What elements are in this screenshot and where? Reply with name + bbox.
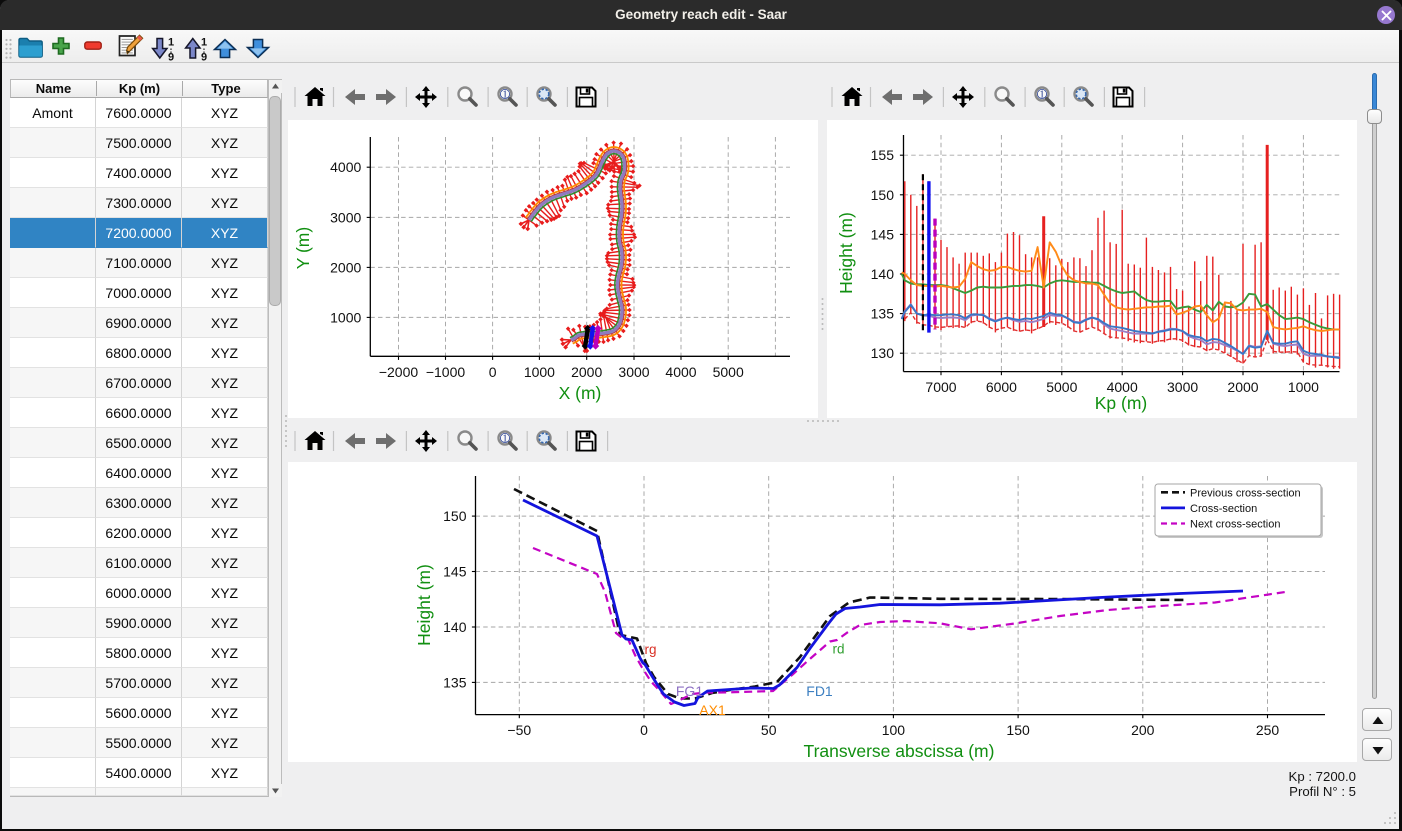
- svg-text:−1000: −1000: [426, 364, 466, 380]
- svg-text:1000: 1000: [1288, 379, 1319, 395]
- svg-text:3000: 3000: [1167, 379, 1198, 395]
- svg-text:200: 200: [1131, 722, 1155, 738]
- svg-text:FG1: FG1: [676, 683, 703, 699]
- svg-text:5000: 5000: [713, 364, 744, 380]
- svg-text:9: 9: [168, 52, 174, 64]
- svg-text:140: 140: [443, 619, 467, 635]
- svg-text:Transverse abscissa (m): Transverse abscissa (m): [804, 741, 995, 761]
- svg-text:3000: 3000: [618, 364, 649, 380]
- svg-text:1: 1: [1039, 90, 1044, 101]
- svg-text:−50: −50: [507, 722, 531, 738]
- svg-text:9: 9: [201, 52, 207, 64]
- svg-text:Previous cross-section: Previous cross-section: [1190, 487, 1301, 499]
- svg-text:4000: 4000: [1107, 379, 1138, 395]
- svg-text:135: 135: [871, 306, 895, 322]
- svg-text:2000: 2000: [571, 364, 602, 380]
- svg-text:−2000: −2000: [379, 364, 419, 380]
- svg-text:1: 1: [201, 37, 207, 49]
- svg-text:X (m): X (m): [559, 383, 602, 403]
- svg-text:1: 1: [502, 90, 507, 101]
- svg-text:2000: 2000: [330, 259, 361, 275]
- svg-text:155: 155: [871, 147, 895, 163]
- svg-text:4000: 4000: [665, 364, 696, 380]
- svg-text:0: 0: [489, 364, 497, 380]
- svg-text:1000: 1000: [524, 364, 555, 380]
- svg-text:5000: 5000: [1046, 379, 1077, 395]
- svg-text:AX1: AX1: [699, 702, 726, 718]
- svg-text:Next cross-section: Next cross-section: [1190, 519, 1280, 531]
- svg-text:3000: 3000: [330, 209, 361, 225]
- svg-text:Cross-section: Cross-section: [1190, 503, 1257, 515]
- svg-text:250: 250: [1256, 722, 1280, 738]
- svg-text:0: 0: [640, 722, 648, 738]
- svg-text:Y (m): Y (m): [293, 227, 313, 269]
- svg-text:150: 150: [443, 508, 467, 524]
- svg-text:Height (m): Height (m): [414, 564, 434, 646]
- svg-text:50: 50: [761, 722, 777, 738]
- svg-text:135: 135: [443, 674, 467, 690]
- svg-text:Height (m): Height (m): [836, 212, 856, 294]
- svg-text:rd: rd: [832, 642, 844, 657]
- svg-text:150: 150: [871, 187, 895, 203]
- svg-text:FD1: FD1: [806, 683, 833, 699]
- svg-text:145: 145: [443, 564, 467, 580]
- svg-text:140: 140: [871, 266, 895, 282]
- svg-text:rg: rg: [644, 642, 656, 657]
- svg-text:100: 100: [882, 722, 906, 738]
- svg-text:150: 150: [1006, 722, 1030, 738]
- svg-text:4000: 4000: [330, 159, 361, 175]
- svg-text:1: 1: [502, 434, 507, 445]
- svg-text:7000: 7000: [925, 379, 956, 395]
- svg-text:Kp (m): Kp (m): [1095, 393, 1148, 413]
- svg-text:2000: 2000: [1227, 379, 1258, 395]
- svg-text:1000: 1000: [330, 309, 361, 325]
- svg-text:130: 130: [871, 345, 895, 361]
- svg-text:145: 145: [871, 226, 895, 242]
- svg-text:1: 1: [168, 37, 174, 49]
- svg-text:6000: 6000: [986, 379, 1017, 395]
